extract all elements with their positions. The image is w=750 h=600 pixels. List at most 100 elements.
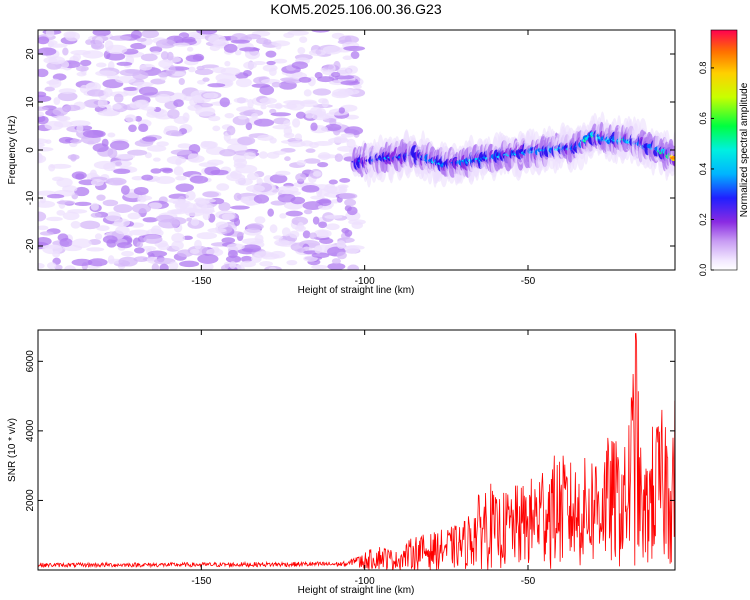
- heatmap-noise-cell: [105, 177, 127, 186]
- heatmap-noise-cell: [149, 46, 163, 53]
- heatmap-noise-cell: [254, 234, 264, 243]
- heatmap-noise-cell: [82, 129, 104, 138]
- heatmap-noise-cell: [159, 263, 169, 270]
- heatmap-noise-cell: [39, 231, 54, 236]
- heatmap-noise-cell: [168, 261, 179, 270]
- x-tick-label: -150: [191, 576, 211, 587]
- heatmap-noise-cell: [86, 89, 106, 97]
- heatmap-noise-cell: [324, 214, 343, 219]
- heatmap-noise-cell: [202, 191, 220, 198]
- heatmap-noise-cell: [102, 199, 119, 207]
- colorbar-tick-label: 0.8: [698, 62, 708, 75]
- heatmap-noise-cell: [52, 107, 69, 116]
- heatmap-noise-cell: [142, 136, 157, 142]
- heatmap-noise-cell: [140, 53, 158, 62]
- heatmap-noise-cell: [57, 91, 78, 102]
- heatmap-noise-cell: [288, 141, 306, 148]
- y-tick-label: 4000: [25, 419, 36, 442]
- heatmap-noise-cell: [219, 97, 230, 108]
- heatmap-noise-cell: [85, 39, 93, 45]
- heatmap-noise-cell: [90, 202, 99, 211]
- heatmap-noise-cell: [141, 106, 157, 111]
- heatmap-noise-cell: [253, 194, 270, 204]
- heatmap-noise-cell: [90, 39, 103, 49]
- heatmap-noise-cell: [344, 126, 364, 136]
- heatmap-noise-cell: [96, 194, 106, 201]
- heatmap-noise-cell: [342, 55, 353, 61]
- heatmap-noise-cell: [251, 83, 271, 88]
- colorbar-gradient: [711, 30, 737, 270]
- heatmap-noise-cell: [155, 176, 176, 185]
- heatmap-noise-cell: [177, 143, 193, 149]
- x-tick-label: -50: [521, 576, 536, 587]
- colorbar: 0.0 0.2 0.4 0.6 0.8 Normalized spectral ampl…: [698, 29, 750, 276]
- heatmap-noise-cell: [346, 138, 356, 149]
- heatmap-noise-cell: [179, 260, 200, 268]
- heatmap-noise-cell: [312, 88, 332, 96]
- heatmap-noise-cell: [269, 224, 278, 234]
- heatmap-noise-cell: [319, 237, 334, 244]
- heatmap-noise-cell: [314, 72, 323, 79]
- heatmap-noise-cell: [286, 260, 298, 266]
- heatmap-noise-cell: [325, 123, 342, 132]
- heatmap-noise-cell: [245, 184, 265, 193]
- heatmap-noise-cell: [141, 246, 157, 251]
- heatmap-noise-cell: [71, 238, 92, 249]
- heatmap-noise-cell: [246, 172, 259, 181]
- x-tick-label: -100: [355, 276, 375, 287]
- heatmap-noise-cell: [53, 120, 73, 128]
- heatmap-noise-cell: [169, 65, 176, 75]
- heatmap-noise-cell: [193, 209, 216, 214]
- heatmap-noise-cell: [347, 264, 360, 270]
- y-tick-label: -10: [25, 190, 36, 205]
- heatmap-noise-cell: [38, 36, 50, 45]
- heatmap-noise-cell: [131, 175, 145, 181]
- heatmap-noise-cell: [56, 177, 73, 188]
- heatmap-noise-cell: [339, 178, 351, 183]
- heatmap-noise-cell: [166, 155, 187, 165]
- heatmap-noise-cell: [157, 242, 170, 251]
- heatmap-noise-cell: [116, 242, 133, 249]
- heatmap-noise-cell: [322, 45, 342, 55]
- heatmap-noise-cell: [303, 158, 321, 164]
- heatmap-noise-cell: [93, 160, 116, 170]
- heatmap-noise-cell: [340, 80, 360, 86]
- heatmap-noise-cell: [188, 143, 201, 154]
- heatmap-noise-cell: [283, 32, 295, 39]
- heatmap-noise-cell: [294, 133, 303, 141]
- heatmap-noise-cell: [56, 200, 76, 205]
- heatmap-noise-cell: [258, 151, 268, 159]
- heatmap-noise-cell: [38, 68, 49, 78]
- heatmap-noise-cell: [309, 232, 317, 240]
- heatmap-noise-cell: [313, 140, 333, 146]
- heatmap-noise-cell: [92, 30, 111, 37]
- heatmap-noise-cell: [165, 130, 182, 137]
- y-tick-label: 2000: [25, 489, 36, 512]
- heatmap-noise-cell: [106, 52, 126, 61]
- heatmap-noise-cell: [109, 140, 130, 151]
- heatmap-cells: [38, 30, 675, 270]
- heatmap-noise-cell: [182, 112, 190, 122]
- heatmap-noise-cell: [102, 235, 118, 244]
- heatmap-noise-cell: [268, 67, 277, 77]
- heatmap-noise-cell: [289, 230, 300, 239]
- heatmap-noise-cell: [171, 232, 185, 243]
- heatmap-noise-cell: [351, 221, 363, 230]
- heatmap-noise-cell: [292, 118, 301, 128]
- heatmap-noise-cell: [207, 83, 226, 88]
- heatmap-noise-cell: [226, 125, 236, 136]
- snr-y-ticks: 2000 4000 6000: [25, 350, 675, 512]
- heatmap-noise-cell: [310, 122, 318, 131]
- heatmap-noise-cell: [38, 95, 52, 103]
- heatmap-noise-cell: [194, 197, 206, 204]
- heatmap-noise-cell: [105, 211, 121, 222]
- heatmap-noise-cell: [226, 243, 245, 251]
- heatmap-noise-cell: [329, 118, 337, 126]
- heatmap-noise-cell: [337, 67, 352, 76]
- heatmap-noise-cell: [135, 99, 150, 108]
- heatmap-noise-cell: [155, 93, 172, 104]
- heatmap-noise-cell: [297, 222, 305, 231]
- heatmap-noise-cell: [64, 265, 76, 270]
- heatmap-noise-cell: [336, 251, 347, 260]
- heatmap-noise-cell: [221, 213, 235, 221]
